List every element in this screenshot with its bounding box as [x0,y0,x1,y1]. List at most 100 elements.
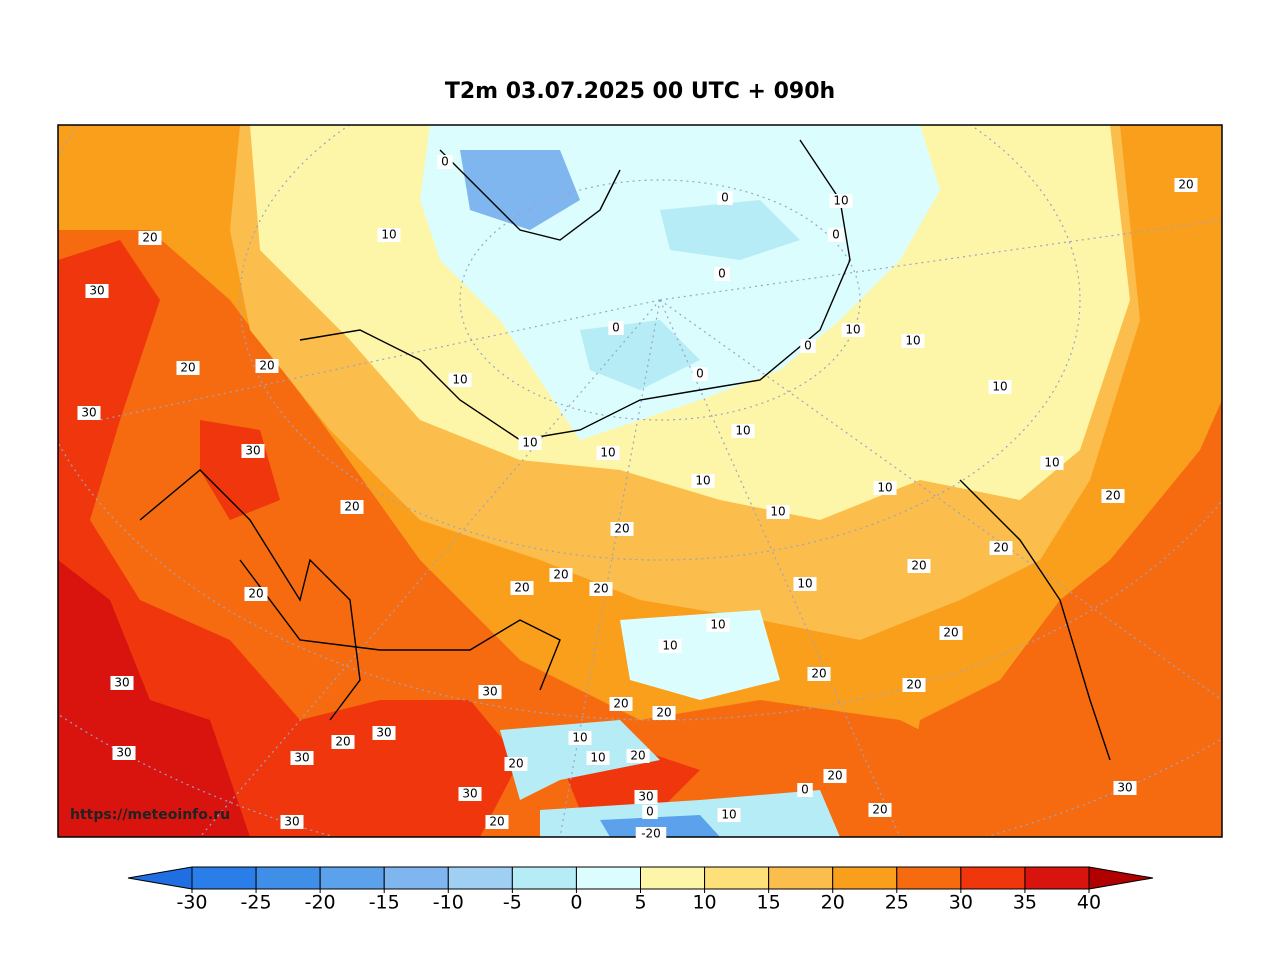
contour-label: 30 [81,406,96,420]
colorbar-tick-label: 20 [821,892,845,914]
contour-label: 20 [943,626,958,640]
contour-label-bg [1113,781,1137,795]
contour-label-bg [1040,456,1064,470]
contour-label: 0 [718,267,726,281]
contour-label-bg [717,808,741,822]
contour-label: 10 [797,577,812,591]
very-cold-zone [600,815,720,837]
contour-label: 10 [845,323,860,337]
contour-label: 10 [735,424,750,438]
contour-label-bg [766,505,790,519]
contour-label: 30 [1117,781,1132,795]
colorbar-tick-label: -25 [241,892,272,914]
contour-label-bg [807,667,831,681]
colorbar-bin [640,866,706,890]
contour-label-bg [510,581,534,595]
contour-label: 10 [905,334,920,348]
contour-label: 30 [116,746,131,760]
contour-label-bg [485,815,509,829]
contour-label: 20 [906,678,921,692]
contour-label: 10 [662,639,677,653]
colorbar-bin [960,866,1026,890]
freezing-zone [660,200,800,260]
contour-label-bg [437,155,453,169]
contour-label: 0 [801,783,809,797]
contour-label-bg [989,541,1013,555]
colorbar-tick-label: 5 [634,892,646,914]
contour-label: 20 [259,359,274,373]
contour-label-bg [823,769,847,783]
contour-label-bg [828,228,844,242]
contour-label-bg [800,339,816,353]
contour-label: 20 [1178,178,1193,192]
contour-label: 30 [89,284,104,298]
hot-zone [58,240,520,837]
contour-label-bg [873,481,897,495]
contour-label: 10 [877,481,892,495]
contour-label: 20 [613,697,628,711]
contour-label-bg [988,380,1012,394]
contour-label-bg [448,373,472,387]
colorbar-bin [319,866,385,890]
contour-label: 30 [284,815,299,829]
watermark: https://meteoinfo.ru [70,807,230,823]
colorbar-bin [832,866,898,890]
contour-label-bg [110,676,134,690]
contour-label: 10 [710,618,725,632]
colorbar-under [127,866,193,890]
colorbar-tick-label: 30 [949,892,973,914]
contour-label-bg [642,805,658,819]
colorbar-bin [896,866,962,890]
contour-label-bg [691,474,715,488]
contour-label: 20 [911,559,926,573]
contour-label-bg [372,726,396,740]
colorbar-tick-label: -5 [503,892,522,914]
colorbar-bin [511,866,577,890]
contour-label: 0 [441,155,449,169]
contour-label-bg [518,436,542,450]
cold-zone [620,610,780,700]
contour-label: 20 [993,541,1008,555]
contour-label-bg [549,568,573,582]
contour-label-bg [340,500,364,514]
contour-label: 20 [508,757,523,771]
contour-label: 10 [452,373,467,387]
contour-label-bg [706,618,730,632]
contour-label: 10 [695,474,710,488]
contour-label-bg [1174,178,1198,192]
contour-label-bg [280,815,304,829]
contour-label: 20 [180,361,195,375]
contour-label-bg [478,685,502,699]
contour-label-bg [901,334,925,348]
colorbar-over [1088,866,1154,890]
contour-label: 20 [489,815,504,829]
contour-label: 10 [770,505,785,519]
contour-label: 20 [811,667,826,681]
contour-label: 30 [294,751,309,765]
contour-label: 0 [612,321,620,335]
contour-label-bg [138,231,162,245]
contour-label-bg [907,559,931,573]
contour-label-bg [610,522,634,536]
contour-label-bg [939,626,963,640]
contour-label: 10 [522,436,537,450]
contour-label: 20 [1105,489,1120,503]
contour-label: 20 [872,803,887,817]
freezing-zone [500,720,660,800]
contour-label: 30 [376,726,391,740]
contour-label-bg [626,749,650,763]
contour-label-bg [255,359,279,373]
contour-label: 10 [721,808,736,822]
contour-label: 20 [344,500,359,514]
very-hot-zone [58,560,250,837]
contour-label: 20 [514,581,529,595]
contour-label-bg [793,577,817,591]
contour-label: -20 [641,827,661,841]
contour-label-bg [634,790,658,804]
colorbar-tick-label: 35 [1013,892,1037,914]
contour-label: 20 [614,522,629,536]
contour-label: 30 [245,444,260,458]
contour-label: 0 [721,191,729,205]
contour-label-bg [112,746,136,760]
